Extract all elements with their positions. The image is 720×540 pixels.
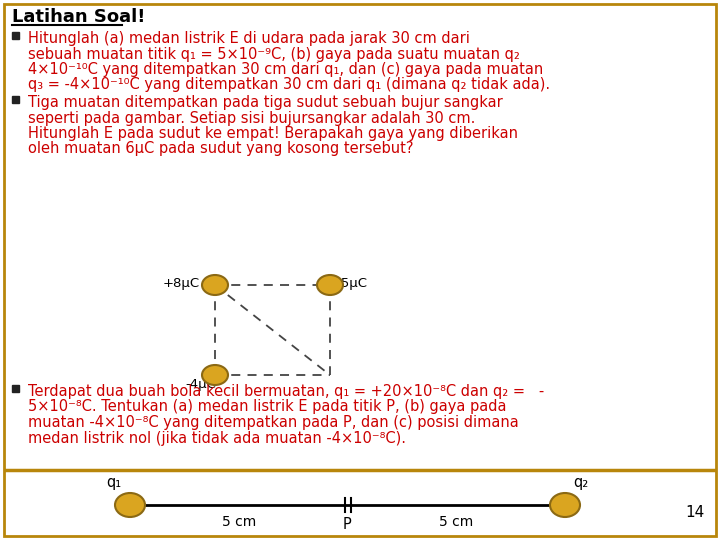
Ellipse shape [550,493,580,517]
Text: muatan -4×10⁻⁸C yang ditempatkan pada P, dan (c) posisi dimana: muatan -4×10⁻⁸C yang ditempatkan pada P,… [28,415,518,430]
Text: q₁: q₁ [107,476,122,490]
Text: 5×10⁻⁸C. Tentukan (a) medan listrik E pada titik P, (b) gaya pada: 5×10⁻⁸C. Tentukan (a) medan listrik E pa… [28,400,506,415]
Text: 14: 14 [685,505,705,520]
Text: Hitunglah E pada sudut ke empat! Berapakah gaya yang diberikan: Hitunglah E pada sudut ke empat! Berapak… [28,126,518,141]
Text: 4×10⁻¹⁰C yang ditempatkan 30 cm dari q₁, dan (c) gaya pada muatan: 4×10⁻¹⁰C yang ditempatkan 30 cm dari q₁,… [28,62,544,77]
Text: q₂: q₂ [573,476,589,490]
Text: +8μC: +8μC [163,276,200,289]
Ellipse shape [202,365,228,385]
Text: Hitunglah (a) medan listrik E di udara pada jarak 30 cm dari: Hitunglah (a) medan listrik E di udara p… [28,31,470,46]
Text: seperti pada gambar. Setiap sisi bujursangkar adalah 30 cm.: seperti pada gambar. Setiap sisi bujursa… [28,111,475,125]
Text: sebuah muatan titik q₁ = 5×10⁻⁹C, (b) gaya pada suatu muatan q₂: sebuah muatan titik q₁ = 5×10⁻⁹C, (b) ga… [28,46,520,62]
Text: q₃ = -4×10⁻¹⁰C yang ditempatkan 30 cm dari q₁ (dimana q₂ tidak ada).: q₃ = -4×10⁻¹⁰C yang ditempatkan 30 cm da… [28,78,550,92]
Text: oleh muatan 6μC pada sudut yang kosong tersebut?: oleh muatan 6μC pada sudut yang kosong t… [28,141,413,157]
Bar [12,32,19,39]
FancyBboxPatch shape [4,4,716,536]
Bar [12,385,19,392]
Text: P: P [343,517,352,532]
Text: 5 cm: 5 cm [439,515,473,529]
Text: 5 cm: 5 cm [222,515,256,529]
Ellipse shape [202,275,228,295]
Text: medan listrik nol (jika tidak ada muatan -4×10⁻⁸C).: medan listrik nol (jika tidak ada muatan… [28,430,406,445]
Text: -4μC: -4μC [186,378,217,391]
Text: Terdapat dua buah bola kecil bermuatan, q₁ = +20×10⁻⁸C dan q₂ =   -: Terdapat dua buah bola kecil bermuatan, … [28,384,544,399]
Bar [12,96,19,103]
Text: Tiga muatan ditempatkan pada tiga sudut sebuah bujur sangkar: Tiga muatan ditempatkan pada tiga sudut … [28,95,503,110]
Ellipse shape [317,275,343,295]
Text: Latihan Soal!: Latihan Soal! [12,8,145,26]
Ellipse shape [115,493,145,517]
Text: -5μC: -5μC [336,276,367,289]
